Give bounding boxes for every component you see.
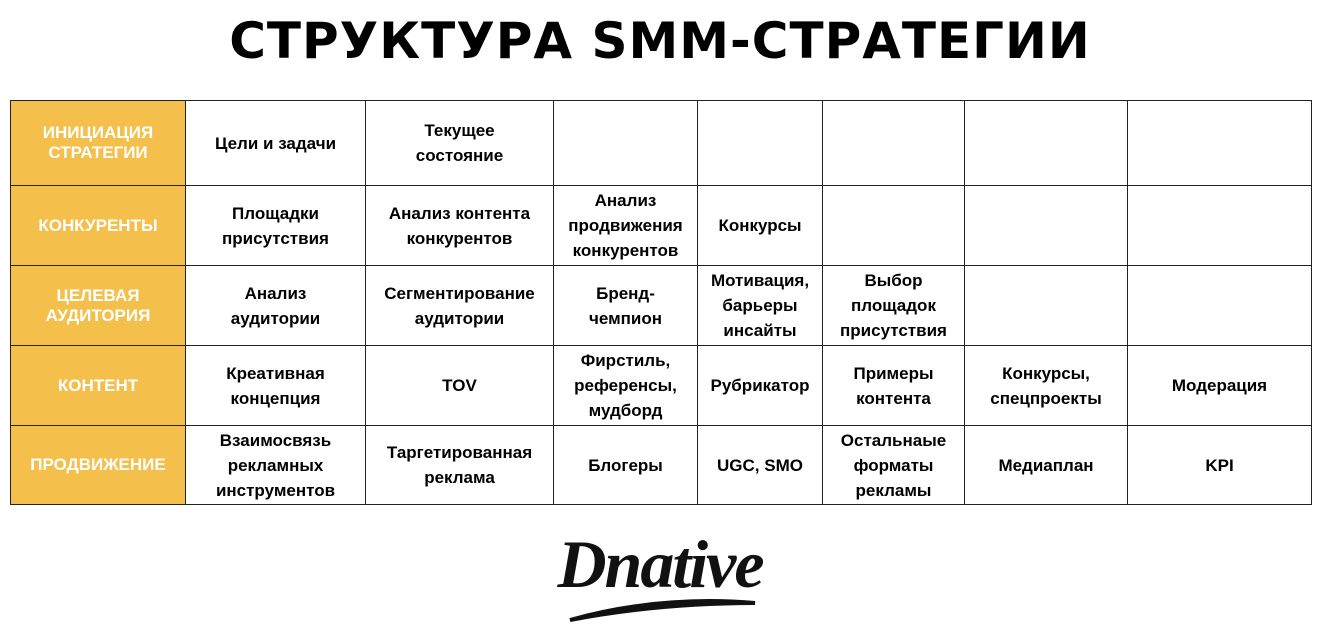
table-cell <box>964 185 1128 266</box>
table-cell: KPI <box>1127 425 1312 505</box>
table-cell: Анализ продвижения конкурентов <box>553 185 698 266</box>
table-cell <box>964 265 1128 346</box>
table-cell: Бренд- чемпион <box>553 265 698 346</box>
table-cell: Сегментирование аудитории <box>365 265 554 346</box>
row-header: КОНТЕНТ <box>10 345 186 426</box>
table-cell: Остальнаые форматы рекламы <box>822 425 965 505</box>
table-cell: Мотивация, барьеры инсайты <box>697 265 823 346</box>
table-cell: Площадки присутствия <box>185 185 366 266</box>
logo-text: Dnative <box>557 526 764 602</box>
table-cell <box>822 100 965 186</box>
table-cell: Текущее состояние <box>365 100 554 186</box>
row-header: КОНКУРЕНТЫ <box>10 185 186 266</box>
table-row: ПРОДВИЖЕНИЕ Взаимосвязь рекламных инструм… <box>10 425 1312 505</box>
table-cell: Анализ аудитории <box>185 265 366 346</box>
table-cell: Рубрикатор <box>697 345 823 426</box>
row-header: ПРОДВИЖЕНИЕ <box>10 425 186 505</box>
table-cell: Медиаплан <box>964 425 1128 505</box>
page-title: СТРУКТУРА SMM-СТРАТЕГИИ <box>229 12 1091 70</box>
table-cell: Конкурсы, спецпроекты <box>964 345 1128 426</box>
table-cell <box>1127 265 1312 346</box>
table-cell: TOV <box>365 345 554 426</box>
table-cell: Креативная концепция <box>185 345 366 426</box>
dnative-logo: Dnative <box>550 525 770 625</box>
table-cell: UGC, SMO <box>697 425 823 505</box>
table-cell <box>1127 100 1312 186</box>
table-cell: Цели и задачи <box>185 100 366 186</box>
table-cell: Таргетированная реклама <box>365 425 554 505</box>
row-header: ИНИЦИАЦИЯ СТРАТЕГИИ <box>10 100 186 186</box>
table-cell: Выбор площадок присутствия <box>822 265 965 346</box>
table-row: КОНКУРЕНТЫ Площадки присутствия Анализ кон… <box>10 185 1312 266</box>
table-cell <box>964 100 1128 186</box>
table-cell: Анализ контента конкурентов <box>365 185 554 266</box>
table-row: ЦЕЛЕВАЯ АУДИТОРИЯ Анализ аудитории Сегмент… <box>10 265 1312 346</box>
strategy-table: ИНИЦИАЦИЯ СТРАТЕГИИ Цели и задачи Текущее … <box>10 100 1312 505</box>
table-cell <box>1127 185 1312 266</box>
table-cell: Фирстиль, референсы, мудборд <box>553 345 698 426</box>
table-cell: Примеры контента <box>822 345 965 426</box>
table-row: ИНИЦИАЦИЯ СТРАТЕГИИ Цели и задачи Текущее … <box>10 100 1312 186</box>
table-cell: Блогеры <box>553 425 698 505</box>
table-cell <box>553 100 698 186</box>
table-cell: Модерация <box>1127 345 1312 426</box>
table-cell <box>697 100 823 186</box>
table-cell <box>822 185 965 266</box>
table-cell: Взаимосвязь рекламных инструментов <box>185 425 366 505</box>
table-row: КОНТЕНТ Креативная концепция TOV Фирстиль, … <box>10 345 1312 426</box>
table-cell: Конкурсы <box>697 185 823 266</box>
row-header: ЦЕЛЕВАЯ АУДИТОРИЯ <box>10 265 186 346</box>
logo-swoosh <box>569 599 756 622</box>
